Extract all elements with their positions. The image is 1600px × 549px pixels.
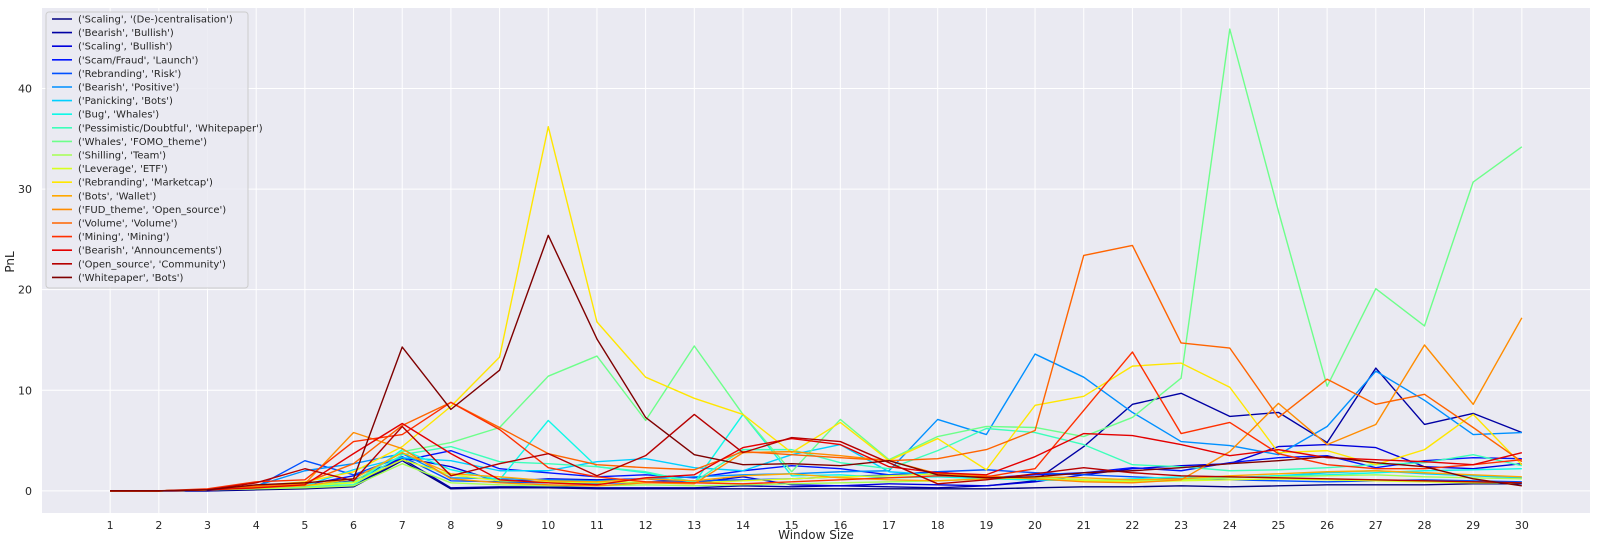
x-tick-label: 26 (1320, 519, 1334, 532)
x-tick-label: 29 (1466, 519, 1480, 532)
x-tick-label: 30 (1515, 519, 1529, 532)
legend-label: ('Shilling', 'Team') (78, 151, 166, 162)
y-tick-label: 10 (18, 384, 32, 397)
x-tick-label: 1 (107, 519, 114, 532)
legend-box (45, 11, 249, 289)
x-tick-label: 7 (399, 519, 406, 532)
series-line (110, 353, 1522, 492)
x-tick-label: 4 (253, 519, 260, 532)
x-axis-label: Window Size (778, 528, 854, 542)
x-tick-label: 17 (882, 519, 896, 532)
legend-label: ('Scam/Fraud', 'Launch') (78, 55, 198, 66)
x-tick-label: 18 (931, 519, 945, 532)
series-line (110, 463, 1522, 492)
series-lines (110, 28, 1523, 492)
x-tick-label: 2 (155, 519, 162, 532)
x-tick-label: 5 (301, 519, 308, 532)
y-axis-label: PnL (3, 251, 17, 273)
legend-label: ('Bearish', 'Positive') (78, 83, 179, 94)
legend: ('Scaling', '(De-)centralisation') ('Bear… (45, 11, 263, 289)
legend-label: ('Scaling', 'Bullish') (78, 42, 173, 53)
y-tick-label: 40 (18, 82, 32, 95)
x-tick-label: 3 (204, 519, 211, 532)
x-tick-label: 9 (496, 519, 503, 532)
y-tick-label: 30 (18, 183, 32, 196)
x-tick-label: 16 (833, 519, 847, 532)
x-tick-label: 14 (736, 519, 750, 532)
legend-label: ('Mining', 'Mining') (78, 232, 170, 243)
legend-label: ('Scaling', '(De-)centralisation') (78, 15, 233, 26)
x-tick-labels: 1 2 3 4 5 6 7 8 9 10 11 12 13 14 15 16 17 18 19 20 21 22 23 24 2… (107, 519, 1529, 532)
x-tick-label: 11 (590, 519, 604, 532)
x-tick-label: 25 (1271, 519, 1285, 532)
legend-label: ('Bearish', 'Bullish') (78, 28, 174, 39)
legend-label: ('Panicking', 'Bots') (78, 96, 173, 107)
series-line (110, 351, 1522, 492)
series-line (110, 234, 1522, 492)
x-tick-label: 28 (1417, 519, 1431, 532)
legend-label: ('FUD_theme', 'Open_source') (78, 205, 226, 216)
x-tick-label: 8 (447, 519, 454, 532)
legend-label: ('Pessimistic/Doubtful', 'Whitepaper') (78, 123, 263, 134)
x-tick-label: 13 (687, 519, 701, 532)
series-line (110, 422, 1523, 492)
legend-label: ('Rebranding', 'Risk') (78, 69, 181, 80)
x-tick-label: 21 (1077, 519, 1091, 532)
plot-background (42, 8, 1590, 513)
x-tick-label: 22 (1125, 519, 1139, 532)
y-tick-labels: 0 10 20 30 40 (18, 82, 32, 497)
x-tick-label: 6 (350, 519, 357, 532)
series-line (110, 28, 1523, 492)
x-tick-label: 12 (639, 519, 653, 532)
series-line (110, 244, 1523, 492)
x-tick-label: 24 (1223, 519, 1237, 532)
x-tick-label: 23 (1174, 519, 1188, 532)
legend-label: ('Rebranding', 'Marketcap') (78, 178, 213, 189)
x-tick-label: 15 (785, 519, 799, 532)
x-tick-label: 27 (1369, 519, 1383, 532)
x-tick-label: 20 (1028, 519, 1042, 532)
series-line (110, 458, 1522, 492)
legend-label: ('Leverage', 'ETF') (78, 164, 168, 175)
y-tick-label: 0 (25, 485, 32, 498)
legend-label: ('Bearish', 'Announcements') (78, 246, 222, 257)
legend-label: ('Volume', 'Volume') (78, 219, 178, 230)
legend-label: ('Whitepaper', 'Bots') (78, 273, 184, 284)
series-line (110, 126, 1523, 492)
legend-label: ('Bug', 'Whales') (78, 110, 159, 121)
y-tick-label: 20 (18, 284, 32, 297)
series-line (110, 449, 1522, 492)
x-tick-label: 19 (979, 519, 993, 532)
legend-label: ('Bots', 'Wallet') (78, 191, 156, 202)
legend-label: ('Whales', 'FOMO_theme') (78, 137, 207, 148)
series-line (110, 459, 1522, 492)
legend-label: ('Open_source', 'Community') (78, 259, 226, 270)
x-tick-label: 10 (541, 519, 555, 532)
